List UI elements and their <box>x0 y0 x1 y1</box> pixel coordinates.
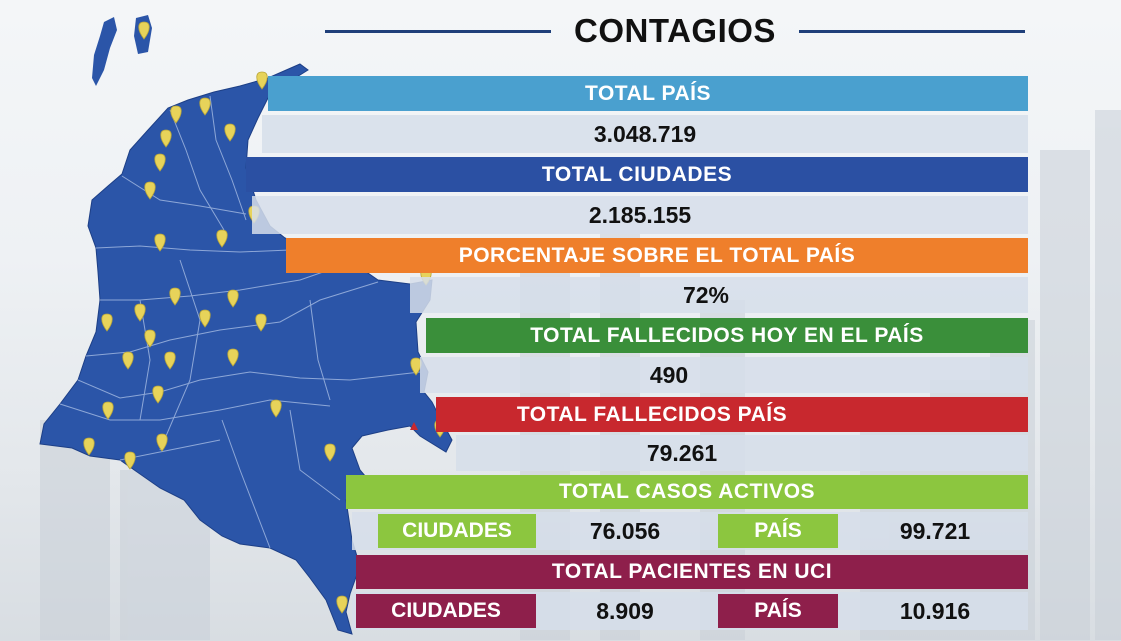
activos-pais-value: 99.721 <box>842 514 1028 548</box>
uci-ciudades-label: CIUDADES <box>356 594 536 628</box>
uci-pais-text: PAÍS <box>754 599 802 622</box>
location-pin-icon <box>227 348 239 367</box>
uci-ciudades-text: CIUDADES <box>391 599 501 622</box>
activos-pais-text: PAÍS <box>754 519 802 542</box>
location-pin-icon <box>324 443 336 462</box>
location-pin-icon <box>156 433 168 452</box>
porcentaje-value: 72% <box>410 277 1028 313</box>
activos-ciudades-number: 76.056 <box>589 517 661 544</box>
uci-pais-value: 10.916 <box>842 594 1028 628</box>
activos-ciudades-text: CIUDADES <box>402 519 512 542</box>
total-pais-header: TOTAL PAÍS <box>268 76 1028 111</box>
red-marker <box>410 422 418 430</box>
fallecidos-pais-label: TOTAL FALLECIDOS PAÍS <box>516 402 788 426</box>
total-pais-number: 3.048.719 <box>593 120 697 147</box>
location-pin-icon <box>256 71 268 90</box>
uci-header: TOTAL PACIENTES EN UCI <box>356 555 1028 589</box>
fallecidos-pais-header: TOTAL FALLECIDOS PAÍS <box>436 397 1028 432</box>
location-pin-icon <box>122 351 134 370</box>
porcentaje-label: PORCENTAJE SOBRE EL TOTAL PAÍS <box>458 243 856 267</box>
uci-ciudades-number: 8.909 <box>596 597 654 624</box>
location-pin-icon <box>152 385 164 404</box>
activos-ciudades-value: 76.056 <box>540 514 710 548</box>
location-pin-icon <box>102 401 114 420</box>
location-pin-icon <box>227 289 239 308</box>
activos-pais-number: 99.721 <box>899 517 971 544</box>
casos-activos-header: TOTAL CASOS ACTIVOS <box>346 475 1028 509</box>
location-pin-icon <box>164 351 176 370</box>
location-pin-icon <box>144 329 156 348</box>
activos-pais-label: PAÍS <box>718 514 838 548</box>
location-pin-icon <box>199 97 211 116</box>
location-pin-icon <box>101 313 113 332</box>
location-pin-icon <box>224 123 236 142</box>
fallecidos-pais-number: 79.261 <box>646 439 718 466</box>
total-pais-value: 3.048.719 <box>262 115 1028 153</box>
total-ciudades-number: 2.185.155 <box>588 201 692 228</box>
fallecidos-hoy-value: 490 <box>420 357 1028 393</box>
fallecidos-hoy-header: TOTAL FALLECIDOS HOY EN EL PAÍS <box>426 318 1028 353</box>
title-divider-right <box>799 30 1025 33</box>
location-pin-icon <box>216 229 228 248</box>
total-ciudades-header: TOTAL CIUDADES <box>246 157 1028 192</box>
activos-ciudades-label: CIUDADES <box>378 514 536 548</box>
location-pin-icon <box>124 451 136 470</box>
casos-activos-label: TOTAL CASOS ACTIVOS <box>558 480 816 503</box>
location-pin-icon <box>138 21 150 40</box>
location-pin-icon <box>154 153 166 172</box>
uci-label: TOTAL PACIENTES EN UCI <box>551 560 833 583</box>
porcentaje-number: 72% <box>682 281 730 308</box>
uci-pais-label: PAÍS <box>718 594 838 628</box>
uci-ciudades-value: 8.909 <box>540 594 710 628</box>
location-pin-icon <box>154 233 166 252</box>
fallecidos-pais-value: 79.261 <box>456 435 1028 471</box>
fallecidos-hoy-number: 490 <box>649 361 689 388</box>
total-pais-label: TOTAL PAÍS <box>585 81 711 105</box>
location-pin-icon <box>134 303 146 322</box>
location-pin-icon <box>199 309 211 328</box>
location-pin-icon <box>160 129 172 148</box>
uci-pais-number: 10.916 <box>899 597 971 624</box>
location-pin-icon <box>336 595 348 614</box>
location-pin-icon <box>255 313 267 332</box>
location-pin-icon <box>170 105 182 124</box>
total-ciudades-label: TOTAL CIUDADES <box>541 162 733 186</box>
fallecidos-hoy-label: TOTAL FALLECIDOS HOY EN EL PAÍS <box>530 323 924 347</box>
title-divider-left <box>325 30 551 33</box>
page-title: CONTAGIOS <box>574 12 776 49</box>
location-pin-icon <box>144 181 156 200</box>
title-header: CONTAGIOS <box>325 10 1025 54</box>
porcentaje-header: PORCENTAJE SOBRE EL TOTAL PAÍS <box>286 238 1028 273</box>
location-pin-icon <box>169 287 181 306</box>
location-pin-icon <box>83 437 95 456</box>
location-pin-icon <box>270 399 282 418</box>
san-andres-island <box>92 17 117 86</box>
total-ciudades-value: 2.185.155 <box>252 196 1028 234</box>
